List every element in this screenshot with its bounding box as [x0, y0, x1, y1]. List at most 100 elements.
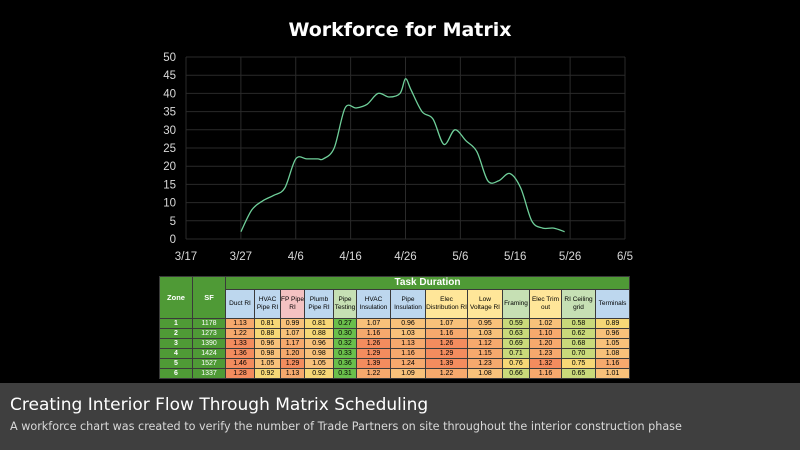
column-header: Pipe Insulation [390, 289, 426, 319]
duration-cell: 1.39 [425, 358, 468, 369]
duration-cell: 1.05 [304, 358, 334, 369]
duration-cell: 0.68 [561, 338, 596, 349]
duration-cell: 0.95 [467, 318, 503, 329]
y-tick-label: 0 [170, 234, 176, 246]
x-tick-label: 4/26 [394, 251, 416, 263]
duration-cell: 0.96 [254, 338, 281, 349]
x-tick-label: 5/6 [452, 251, 468, 263]
task-duration-table: Zone SF Task Duration Duct RI HVAC Pipe RI FP… [159, 276, 630, 379]
column-header: Duct RI [225, 289, 255, 319]
duration-cell: 1.09 [390, 368, 426, 379]
sf-header: SF [192, 276, 226, 319]
x-tick-label: 4/6 [288, 251, 304, 263]
x-tick-label: 5/16 [504, 251, 526, 263]
duration-cell: 1.23 [529, 348, 562, 359]
duration-cell: 1.07 [425, 318, 468, 329]
y-tick-label: 10 [163, 198, 176, 210]
y-tick-label: 50 [163, 52, 176, 64]
duration-cell: 1.39 [356, 358, 391, 369]
sf-cell: 1337 [192, 368, 226, 379]
zone-cell: 3 [159, 338, 193, 349]
column-header: Pipe Testing [333, 289, 357, 319]
y-tick-label: 40 [163, 88, 176, 100]
duration-cell: 1.22 [225, 328, 255, 339]
duration-cell: 1.20 [280, 348, 305, 359]
duration-cell: 1.08 [467, 368, 503, 379]
duration-cell: 1.16 [390, 348, 426, 359]
duration-cell: 0.70 [561, 348, 596, 359]
duration-cell: 0.69 [502, 338, 530, 349]
zone-cell: 2 [159, 328, 193, 339]
y-tick-label: 35 [163, 107, 176, 119]
column-header: RI Ceiling grid [561, 289, 596, 319]
duration-cell: 0.71 [502, 348, 530, 359]
task-duration-header: Task Duration [225, 276, 630, 290]
duration-cell: 1.29 [356, 348, 391, 359]
duration-cell: 1.03 [390, 328, 426, 339]
duration-cell: 1.22 [425, 368, 468, 379]
caption-title: Creating Interior Flow Through Matrix Sc… [10, 395, 429, 415]
x-tick-label: 6/5 [617, 251, 633, 263]
duration-cell: 1.16 [529, 368, 562, 379]
duration-cell: 0.27 [333, 318, 357, 329]
duration-cell: 0.88 [254, 328, 281, 339]
y-tick-label: 20 [163, 161, 176, 173]
duration-cell: 1.23 [467, 358, 503, 369]
duration-cell: 0.96 [390, 318, 426, 329]
sf-cell: 1424 [192, 348, 226, 359]
column-header: FP Pipe RI [280, 289, 305, 319]
y-tick-label: 15 [163, 179, 176, 191]
duration-cell: 0.66 [502, 368, 530, 379]
column-header: Elec Distribution RI [425, 289, 468, 319]
sf-cell: 1178 [192, 318, 226, 329]
x-tick-label: 3/27 [230, 251, 252, 263]
sf-cell: 1527 [192, 358, 226, 369]
duration-cell: 0.59 [502, 318, 530, 329]
duration-cell: 1.20 [529, 338, 562, 349]
zone-cell: 5 [159, 358, 193, 369]
duration-cell: 1.32 [529, 358, 562, 369]
chart-title: Workforce for Matrix [288, 19, 512, 41]
duration-cell: 1.36 [225, 348, 255, 359]
duration-cell: 1.02 [529, 318, 562, 329]
duration-cell: 0.75 [561, 358, 596, 369]
zone-cell: 6 [159, 368, 193, 379]
duration-cell: 1.13 [225, 318, 255, 329]
x-axis-ticks: 3/17 3/27 4/6 4/16 4/26 5/6 5/16 5/26 6/5 [175, 251, 633, 263]
duration-cell: 0.30 [333, 328, 357, 339]
duration-cell: 1.13 [280, 368, 305, 379]
duration-cell: 1.16 [425, 328, 468, 339]
column-header: Elec Trim out [529, 289, 562, 319]
duration-cell: 1.16 [356, 328, 391, 339]
duration-cell: 0.62 [561, 328, 596, 339]
zone-cell: 1 [159, 318, 193, 329]
duration-cell: 0.31 [333, 368, 357, 379]
duration-cell: 1.16 [595, 358, 630, 369]
duration-cell: 0.98 [254, 348, 281, 359]
duration-cell: 1.10 [529, 328, 562, 339]
duration-cell: 0.33 [333, 348, 357, 359]
duration-cell: 0.88 [304, 328, 334, 339]
column-header: HVAC Pipe RI [254, 289, 281, 319]
duration-cell: 0.63 [502, 328, 530, 339]
y-tick-label: 25 [163, 143, 176, 155]
duration-cell: 1.33 [225, 338, 255, 349]
x-tick-label: 4/16 [339, 251, 361, 263]
duration-cell: 0.65 [561, 368, 596, 379]
y-tick-label: 45 [163, 70, 176, 82]
duration-cell: 1.24 [390, 358, 426, 369]
duration-cell: 1.12 [467, 338, 503, 349]
workforce-series-line [240, 78, 565, 233]
duration-cell: 1.08 [595, 348, 630, 359]
caption-bar: Creating Interior Flow Through Matrix Sc… [0, 383, 800, 450]
duration-cell: 0.36 [333, 358, 357, 369]
duration-cell: 1.05 [595, 338, 630, 349]
duration-cell: 1.15 [467, 348, 503, 359]
duration-cell: 0.92 [254, 368, 281, 379]
duration-cell: 0.81 [254, 318, 281, 329]
duration-cell: 0.89 [595, 318, 630, 329]
duration-cell: 1.46 [225, 358, 255, 369]
duration-cell: 1.28 [225, 368, 255, 379]
caption-subtitle: A workforce chart was created to verify … [10, 420, 682, 433]
duration-cell: 0.81 [304, 318, 334, 329]
